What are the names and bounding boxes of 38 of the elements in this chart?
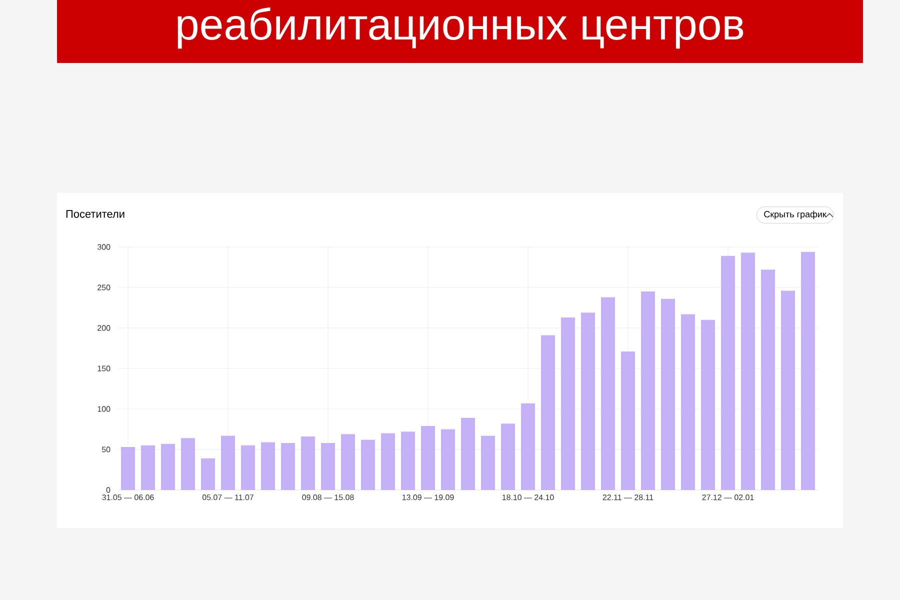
bar [401, 432, 416, 490]
chart-subtitle: Посетители [66, 210, 124, 218]
bar [381, 433, 396, 490]
bar [581, 312, 596, 490]
bar [641, 292, 656, 490]
bar [801, 252, 816, 490]
bar [281, 443, 296, 490]
text: Скрыть график [764, 210, 826, 220]
bar [121, 447, 136, 490]
bar [601, 297, 616, 490]
bar [341, 434, 356, 490]
bar [181, 438, 196, 490]
bar [141, 445, 156, 490]
bar [421, 426, 436, 490]
bar [301, 436, 316, 490]
bar [221, 436, 236, 490]
bar [241, 445, 256, 490]
bar [621, 351, 636, 490]
bar [761, 270, 776, 490]
bar [261, 442, 276, 490]
chart-title: реабилитационных центров [178, 7, 744, 49]
bar [441, 429, 456, 490]
bar [201, 458, 216, 490]
bar [541, 335, 556, 490]
bar [721, 256, 736, 490]
bar [501, 424, 516, 490]
bar [561, 317, 576, 490]
bar [461, 418, 476, 490]
bar [361, 440, 376, 490]
bar [661, 298, 676, 490]
bar [741, 252, 756, 490]
bar [681, 314, 696, 490]
bar [481, 436, 496, 490]
bar [701, 320, 716, 490]
bar [521, 403, 536, 490]
bar [161, 444, 176, 490]
bar [321, 443, 336, 490]
bar [781, 290, 796, 490]
